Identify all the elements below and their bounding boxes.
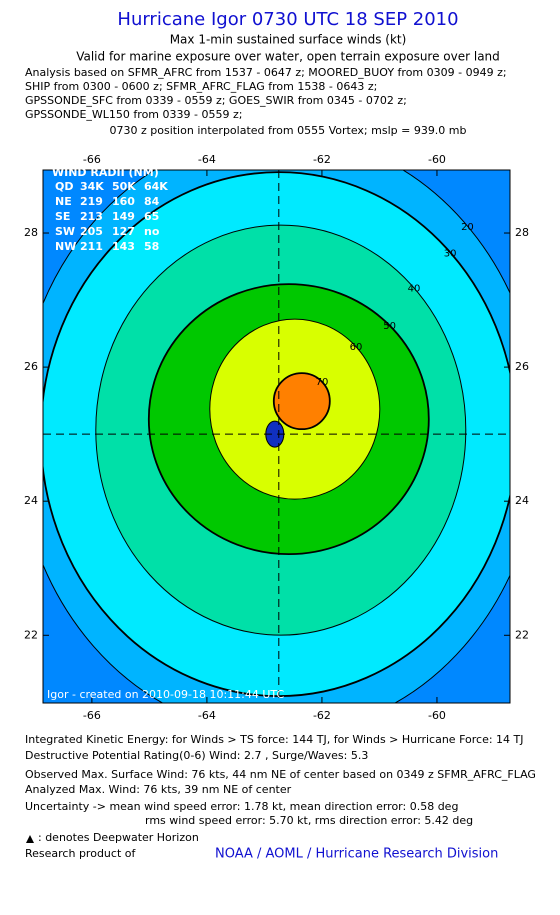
contour-label: 20 — [461, 222, 474, 233]
triangle-icon — [26, 835, 34, 843]
radii-cell: NW — [55, 240, 76, 253]
x-tick-label: -66 — [83, 709, 101, 722]
footer-line: Observed Max. Surface Wind: 76 kts, 44 n… — [25, 768, 536, 781]
overlay: -66 -66 -64 -64 -62 -62 -60 -60 22 22 24 24 26 26 28 28… — [24, 153, 529, 722]
radii-cell: 211 — [80, 240, 103, 253]
radii-cell: NE — [55, 195, 72, 208]
y-tick-label: 28 — [515, 226, 529, 239]
research-label: Research product of — [25, 847, 136, 860]
x-tick-label: -60 — [428, 153, 446, 166]
radii-cell: 149 — [112, 210, 135, 223]
footer-line: Analyzed Max. Wind: 76 kts, 39 nm NE of … — [25, 783, 292, 796]
x-tick-label: -64 — [198, 709, 216, 722]
research-org[interactable]: NOAA / AOML / Hurricane Research Divisio… — [215, 847, 498, 862]
contour-label: 60 — [350, 342, 363, 353]
radii-cell: 34K — [80, 180, 104, 193]
footer-line: Uncertainty -> mean wind speed error: 1.… — [25, 800, 458, 813]
position-note: 0730 z position interpolated from 0555 V… — [109, 124, 466, 137]
legend-note: : denotes Deepwater Horizon — [38, 831, 199, 844]
footer-line: Destructive Potential Rating(0-6) Wind: … — [25, 749, 368, 762]
footer-line: rms wind speed error: 5.70 kt, rms direc… — [145, 814, 473, 827]
radii-cell: 127 — [112, 225, 135, 238]
radii-cell: 219 — [80, 195, 103, 208]
x-tick-label: -66 — [83, 153, 101, 166]
x-tick-label: -62 — [313, 153, 331, 166]
x-tick-label: -64 — [198, 153, 216, 166]
title: Hurricane Igor 0730 UTC 18 SEP 2010 — [117, 9, 458, 30]
radii-cell: 50K — [112, 180, 136, 193]
radii-cell: SW — [55, 225, 75, 238]
radii-cell: 160 — [112, 195, 135, 208]
y-tick-label: 26 — [515, 360, 529, 373]
y-tick-label: 28 — [24, 226, 38, 239]
radii-cell: 65 — [144, 210, 159, 223]
y-tick-label: 24 — [24, 494, 38, 507]
contour-field: 20 30 40 50 60 70 — [43, 170, 510, 703]
contour-label: 30 — [444, 248, 457, 259]
x-tick-label: -62 — [313, 709, 331, 722]
validity: Valid for marine exposure over water, op… — [76, 50, 500, 64]
subtitle: Max 1-min sustained surface winds (kt) — [170, 33, 407, 47]
y-tick-label: 22 — [24, 628, 38, 641]
y-tick-label: 26 — [24, 360, 38, 373]
radii-cell: 213 — [80, 210, 103, 223]
radii-cell: QD — [55, 180, 73, 193]
radii-title: WIND RADII (NM) — [52, 166, 159, 179]
radii-cell: 58 — [144, 240, 159, 253]
radii-cell: 143 — [112, 240, 135, 253]
radii-cell: no — [144, 225, 160, 238]
analysis-line: SHIP from 0300 - 0600 z; SFMR_AFRC_FLAG … — [25, 80, 377, 93]
analysis-line: GPSSONDE_SFC from 0339 - 0559 z; GOES_SW… — [25, 94, 407, 107]
analysis-line: Analysis based on SFMR_AFRC from 1537 - … — [25, 66, 507, 79]
contour-label: 50 — [383, 321, 396, 332]
radii-cell: 84 — [144, 195, 160, 208]
analysis-line: GPSSONDE_WL150 from 0339 - 0559 z; — [25, 108, 242, 121]
radii-cell: SE — [55, 210, 70, 223]
radii-cell: 64K — [144, 180, 168, 193]
footer-line: Integrated Kinetic Energy: for Winds > T… — [25, 733, 524, 746]
contour-label: 70 — [316, 377, 329, 388]
radii-cell: 205 — [80, 225, 103, 238]
plot-frame — [42, 169, 511, 704]
y-tick-label: 22 — [515, 628, 529, 641]
credit: Igor - created on 2010-09-18 10:11:44 UT… — [47, 688, 284, 701]
x-tick-label: -60 — [428, 709, 446, 722]
contour-band — [272, 372, 331, 431]
y-tick-label: 24 — [515, 494, 529, 507]
contour-label: 40 — [408, 284, 421, 295]
